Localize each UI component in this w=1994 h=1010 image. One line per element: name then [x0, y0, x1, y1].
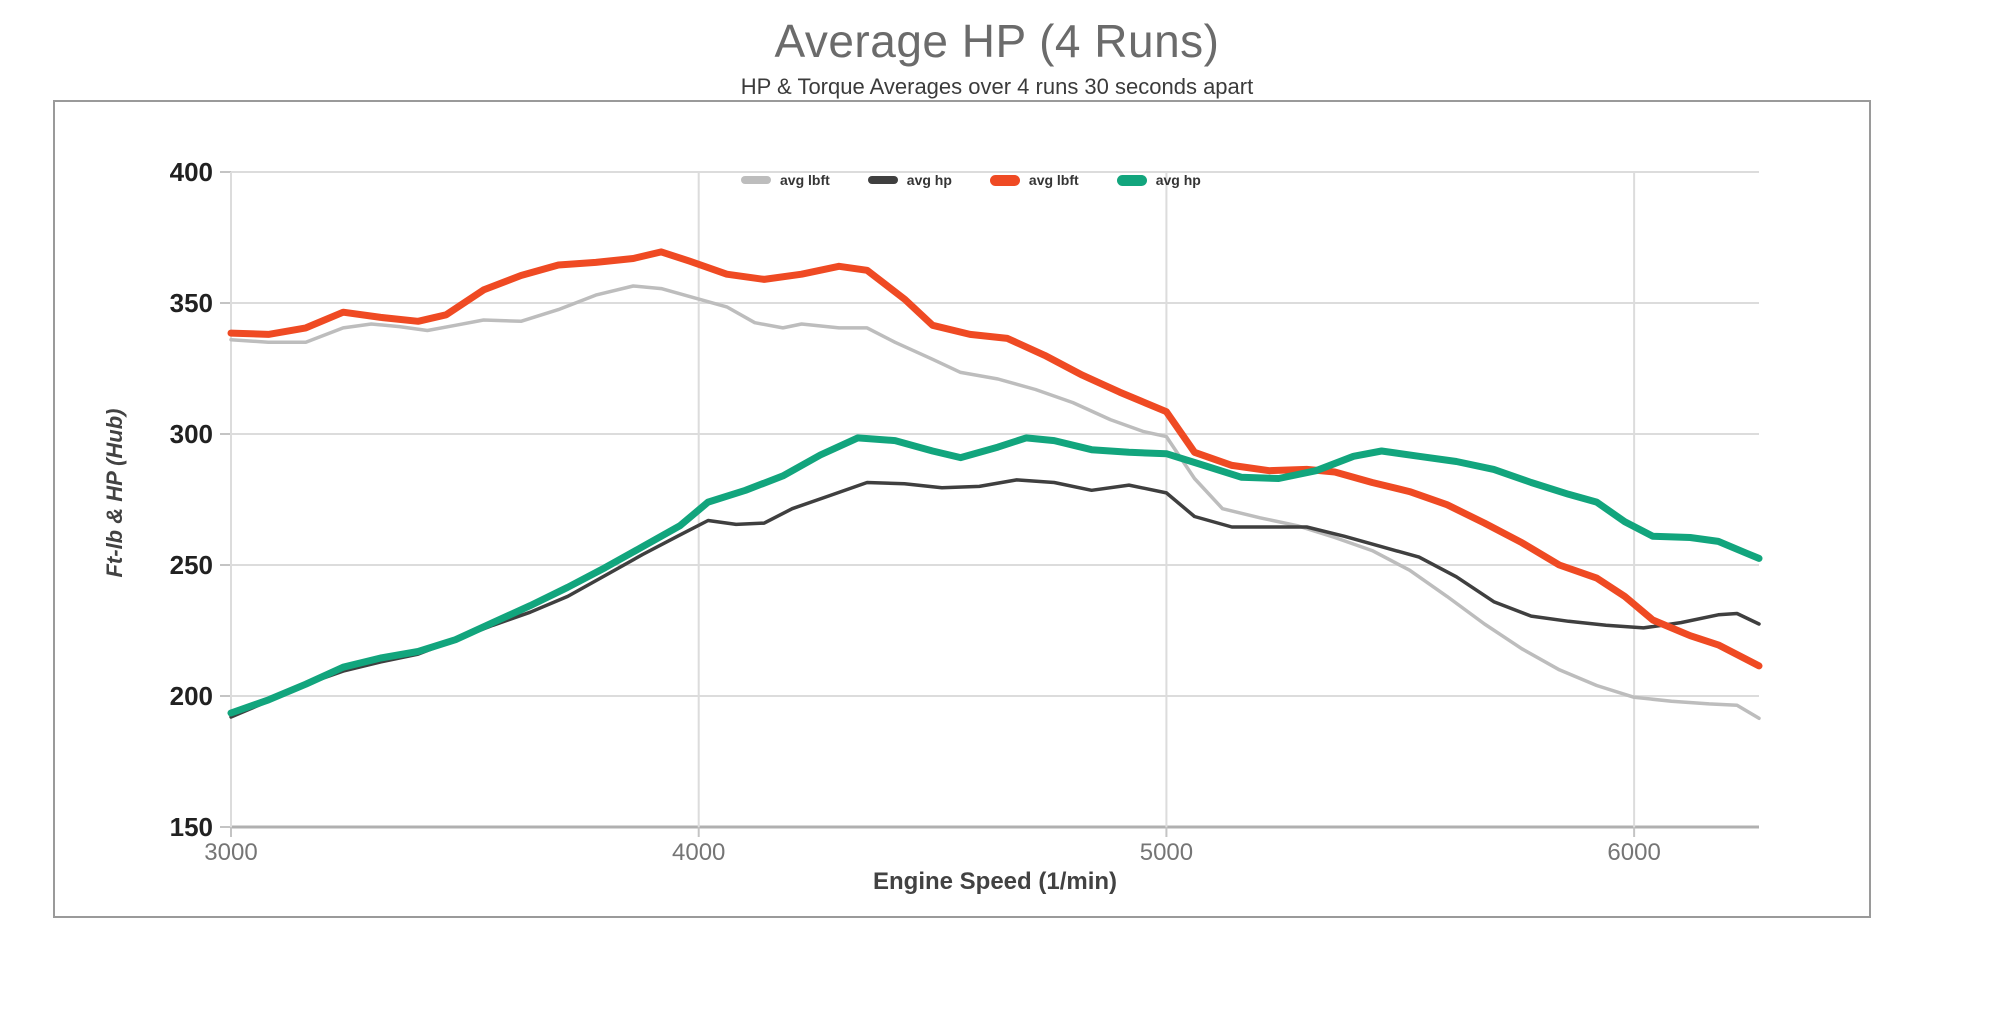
y-tick-label: 300 — [170, 419, 213, 449]
y-tick-label: 400 — [170, 157, 213, 187]
x-tick-label: 5000 — [1140, 839, 1193, 866]
y-tick-label: 200 — [170, 681, 213, 711]
x-axis-title: Engine Speed (1/min) — [872, 868, 1118, 895]
legend-item-1: avg hp — [867, 172, 952, 188]
legend-item-3: avg hp — [1116, 172, 1201, 188]
x-tick-label: 4000 — [672, 839, 725, 866]
legend-swatch-3 — [1116, 174, 1147, 186]
legend-label-0: avg lbft — [780, 172, 830, 188]
legend-item-0: avg lbft — [741, 172, 830, 188]
chart-container: 400 350 300 250 200 150 3000 4000 5000 6000 Ft-lb… — [53, 100, 1871, 918]
legend-swatch-1 — [867, 176, 898, 184]
legend: avg lbft avg hp avg lbft avg hp — [741, 166, 1201, 194]
legend-swatch-0 — [741, 176, 771, 184]
series-line-1-avg-hp — [229, 478, 1761, 719]
series-line-3-avg-hp — [227, 434, 1763, 717]
page-title: Average HP (4 Runs) — [774, 15, 1220, 67]
chart-subtitle: HP & Torque Averages over 4 runs 30 seco… — [740, 74, 1254, 99]
y-tick-label: 150 — [170, 812, 213, 842]
series-line-2-avg-lbft — [227, 248, 1763, 670]
y-tick-label: 250 — [170, 550, 213, 580]
y-axis-title: Ft-lb & HP (Hub) — [102, 408, 127, 578]
legend-label-1: avg hp — [906, 172, 952, 188]
x-tick-label: 6000 — [1607, 839, 1660, 866]
legend-label-3: avg hp — [1155, 172, 1201, 188]
legend-swatch-2 — [989, 174, 1020, 186]
series-line-0-avg-lbft — [229, 284, 1761, 721]
y-tick-label: 350 — [170, 288, 213, 318]
legend-item-2: avg lbft — [989, 172, 1079, 188]
legend-label-2: avg lbft — [1028, 172, 1079, 188]
x-tick-label: 3000 — [204, 839, 257, 866]
